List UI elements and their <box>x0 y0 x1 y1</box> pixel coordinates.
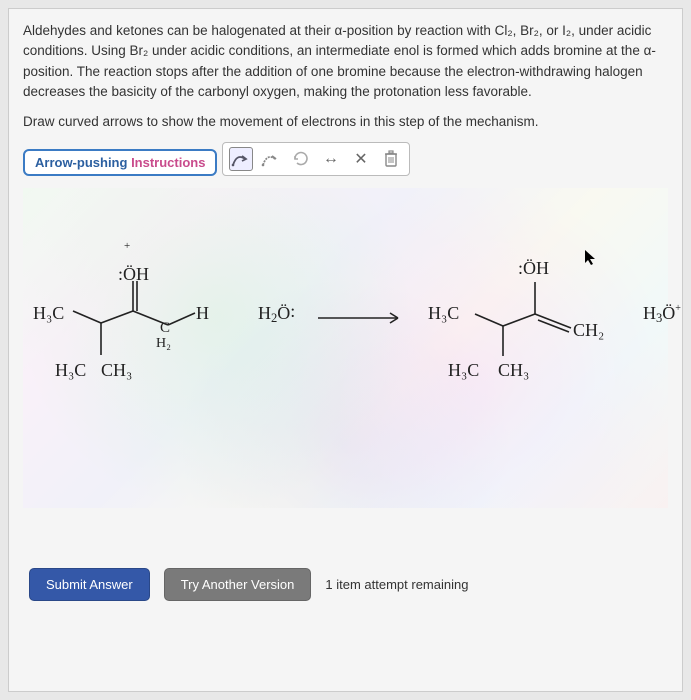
clear-tool-icon[interactable]: ✕ <box>349 147 373 171</box>
reaction-canvas[interactable]: + :ÖH H₃C C H₂ H H₃C CH₃ H2Ö: :ÖH <box>23 188 668 508</box>
right-h3c-top: H₃C <box>428 303 459 324</box>
left-h-label: H <box>196 303 209 324</box>
arrow-pushing-label: Arrow-pushing <box>35 155 127 170</box>
problem-paragraph-2: Draw curved arrows to show the movement … <box>23 112 668 132</box>
curved-arrow-tool-icon[interactable] <box>229 147 253 171</box>
left-c-label: C <box>160 320 170 337</box>
attempts-remaining-label: 1 item attempt remaining <box>325 577 468 592</box>
right-h3c-bottom: H₃C <box>448 360 479 381</box>
right-ch2: CH₂ <box>573 320 604 341</box>
trash-tool-icon[interactable] <box>379 147 403 171</box>
try-another-version-button[interactable]: Try Another Version <box>164 568 312 601</box>
instructions-label: Instructions <box>131 155 205 170</box>
problem-paragraph-1: Aldehydes and ketones can be halogenated… <box>23 21 668 102</box>
action-button-row: Submit Answer Try Another Version 1 item… <box>29 568 468 601</box>
h3o-label: H3Ö+ <box>643 303 681 326</box>
rotate-tool-icon[interactable] <box>289 147 313 171</box>
arrow-pushing-instructions-button[interactable]: Arrow-pushing Instructions <box>23 149 217 176</box>
submit-answer-button[interactable]: Submit Answer <box>29 568 150 601</box>
left-h3c-top: H₃C <box>33 303 64 324</box>
water-label: H2Ö: <box>258 303 295 326</box>
curved-arrow-half-tool-icon[interactable] <box>259 147 283 171</box>
resize-tool-icon[interactable]: ↔ <box>319 147 343 171</box>
left-ch3: CH₃ <box>101 360 132 381</box>
right-ch3: CH₃ <box>498 360 529 381</box>
problem-panel: Aldehydes and ketones can be halogenated… <box>8 8 683 692</box>
reaction-arrow-icon <box>313 308 413 328</box>
cursor-icon <box>583 248 597 271</box>
left-h2-label: H₂ <box>156 336 171 352</box>
left-h3c-bottom: H₃C <box>55 360 86 381</box>
drawing-toolbar: ↔ ✕ <box>222 142 410 176</box>
